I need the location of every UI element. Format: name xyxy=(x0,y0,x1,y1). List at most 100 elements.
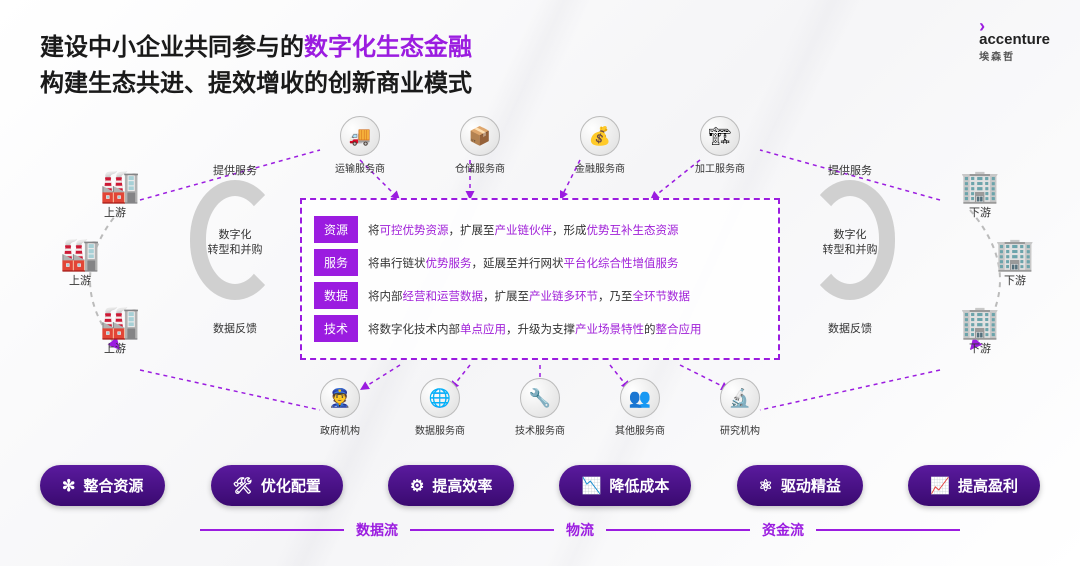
cycle-bot-label: 数据反馈 xyxy=(775,320,925,336)
upstream-label: 上游 xyxy=(100,340,130,356)
value-pill: ✻ 整合资源 xyxy=(40,465,165,506)
provider-icon: 🏗 xyxy=(700,116,740,156)
value-pill: ⚙提高效率 xyxy=(388,465,514,506)
provider-icon: 🌐 xyxy=(420,378,460,418)
value-pill: 📉 降低成本 xyxy=(559,465,691,506)
dimension-desc: 将可控优势资源，扩展至产业链伙伴，形成优势互补生态资源 xyxy=(368,222,679,238)
flow-line xyxy=(200,529,344,531)
center-row: 资源将可控优势资源，扩展至产业链伙伴，形成优势互补生态资源 xyxy=(314,216,766,243)
provider-label: 政府机构 xyxy=(300,422,380,437)
provider-icon: 👮 xyxy=(320,378,360,418)
pill-icon: 🛠 xyxy=(233,476,253,496)
flow-label: 资金流 xyxy=(750,520,816,540)
flow-label: 物流 xyxy=(554,520,606,540)
provider-icon: 👥 xyxy=(620,378,660,418)
logo-brand: accenture xyxy=(979,31,1050,48)
pill-icon: ⚙ xyxy=(410,476,424,496)
page-title: 建设中小企业共同参与的数字化生态金融 构建生态共进、提效增收的创新商业模式 xyxy=(40,30,472,102)
factory-icon: 🏭 xyxy=(100,306,130,338)
downstream-node: 🏢 下游 xyxy=(910,170,1050,220)
provider-icon: 🔧 xyxy=(520,378,560,418)
provider-label: 研究机构 xyxy=(700,422,780,437)
upstream-label: 上游 xyxy=(30,272,130,288)
factory-icon: 🏭 xyxy=(100,170,130,202)
ecosystem-diagram: 🏭 上游 🏭 上游 🏭 上游 🏢 下游 🏢 下游 🏢 下游 提供服务 数字化转型… xyxy=(0,110,1080,450)
title-line1a: 建设中小企业共同参与的 xyxy=(40,34,304,61)
factory-icon: 🏭 xyxy=(30,238,130,270)
provider-label: 金融服务商 xyxy=(560,160,640,175)
provider-node: 🏗 加工服务商 xyxy=(680,116,760,175)
logo-cn: 埃森哲 xyxy=(979,48,1050,63)
upstream-column: 🏭 上游 🏭 上游 🏭 上游 xyxy=(40,170,130,374)
upstream-node: 🏭 上游 xyxy=(30,238,130,288)
brand-logo: › accenture 埃森哲 xyxy=(979,22,1050,63)
dimension-tag: 技术 xyxy=(314,315,358,342)
provider-icon: 🚚 xyxy=(340,116,380,156)
provider-node: 🚚 运输服务商 xyxy=(320,116,400,175)
provider-node: 👮 政府机构 xyxy=(300,378,380,437)
center-row: 数据将内部经营和运营数据，扩展至产业链多环节，乃至全环节数据 xyxy=(314,282,766,309)
pill-icon: ⚛ xyxy=(759,476,773,496)
downstream-node: 🏢 下游 xyxy=(910,306,1050,356)
cycle-top-label: 提供服务 xyxy=(775,162,925,178)
provider-node: 💰 金融服务商 xyxy=(560,116,640,175)
dimension-tag: 资源 xyxy=(314,216,358,243)
pill-label: 降低成本 xyxy=(609,475,669,496)
provider-node: 🌐 数据服务商 xyxy=(400,378,480,437)
value-pill-row: ✻ 整合资源 🛠优化配置 ⚙提高效率 📉 降低成本 ⚛ 驱动精益 📈 提高盈利 xyxy=(40,465,1040,506)
value-pill: ⚛ 驱动精益 xyxy=(737,465,863,506)
flow-line xyxy=(606,529,750,531)
left-cycle: 提供服务 数字化转型和并购 数据反馈 xyxy=(160,180,310,304)
flow-line xyxy=(816,529,960,531)
downstream-column: 🏢 下游 🏢 下游 🏢 下游 xyxy=(960,170,1050,374)
provider-icon: 🔬 xyxy=(720,378,760,418)
pill-label: 提高盈利 xyxy=(958,475,1018,496)
pill-label: 驱动精益 xyxy=(781,475,841,496)
provider-label: 仓储服务商 xyxy=(440,160,520,175)
value-pill: 📈 提高盈利 xyxy=(908,465,1040,506)
center-row: 技术将数字化技术内部单点应用，升级为支撑产业场景特性的整合应用 xyxy=(314,315,766,342)
downstream-label: 下游 xyxy=(980,272,1050,288)
dimension-desc: 将内部经营和运营数据，扩展至产业链多环节，乃至全环节数据 xyxy=(368,288,690,304)
center-row: 服务将串行链状优势服务，延展至并行网状平台化综合性增值服务 xyxy=(314,249,766,276)
value-pill: 🛠优化配置 xyxy=(211,465,343,506)
provider-node: 🔬 研究机构 xyxy=(700,378,780,437)
provider-label: 数据服务商 xyxy=(400,422,480,437)
downstream-label: 下游 xyxy=(910,340,1050,356)
upstream-label: 上游 xyxy=(100,204,130,220)
upstream-node: 🏭 上游 xyxy=(100,306,130,356)
cycle-mid-label: 数字化转型和并购 xyxy=(775,228,925,259)
cycle-mid-label: 数字化转型和并购 xyxy=(160,228,310,259)
building-icon: 🏢 xyxy=(910,170,1050,202)
dimension-desc: 将串行链状优势服务，延展至并行网状平台化综合性增值服务 xyxy=(368,255,679,271)
cycle-top-label: 提供服务 xyxy=(160,162,310,178)
provider-label: 技术服务商 xyxy=(500,422,580,437)
dimension-tag: 服务 xyxy=(314,249,358,276)
provider-icon: 💰 xyxy=(580,116,620,156)
provider-icon: 📦 xyxy=(460,116,500,156)
provider-node: 📦 仓储服务商 xyxy=(440,116,520,175)
provider-label: 运输服务商 xyxy=(320,160,400,175)
pill-icon: ✻ xyxy=(62,476,75,496)
provider-node: 🔧 技术服务商 xyxy=(500,378,580,437)
building-icon: 🏢 xyxy=(910,306,1050,338)
provider-label: 其他服务商 xyxy=(600,422,680,437)
provider-label: 加工服务商 xyxy=(680,160,760,175)
pill-icon: 📉 xyxy=(581,476,601,496)
building-icon: 🏢 xyxy=(980,238,1050,270)
upstream-node: 🏭 上游 xyxy=(100,170,130,220)
dimension-desc: 将数字化技术内部单点应用，升级为支撑产业场景特性的整合应用 xyxy=(368,321,702,337)
flow-line xyxy=(410,529,554,531)
bottom-provider-row: 👮 政府机构 🌐 数据服务商 🔧 技术服务商 👥 其他服务商 🔬 研究机构 xyxy=(300,378,780,437)
flow-legend: 数据流 物流 资金流 xyxy=(200,520,960,540)
downstream-node: 🏢 下游 xyxy=(980,238,1050,288)
cycle-bot-label: 数据反馈 xyxy=(160,320,310,336)
provider-node: 👥 其他服务商 xyxy=(600,378,680,437)
pill-label: 整合资源 xyxy=(83,475,143,496)
dimension-tag: 数据 xyxy=(314,282,358,309)
title-line2: 构建生态共进、提效增收的创新商业模式 xyxy=(40,66,472,102)
pill-icon: 📈 xyxy=(930,476,950,496)
center-framework: 资源将可控优势资源，扩展至产业链伙伴，形成优势互补生态资源服务将串行链状优势服务… xyxy=(300,198,780,360)
right-cycle: 提供服务 数字化转型和并购 数据反馈 xyxy=(775,180,925,304)
top-provider-row: 🚚 运输服务商 📦 仓储服务商 💰 金融服务商 🏗 加工服务商 xyxy=(320,116,760,175)
